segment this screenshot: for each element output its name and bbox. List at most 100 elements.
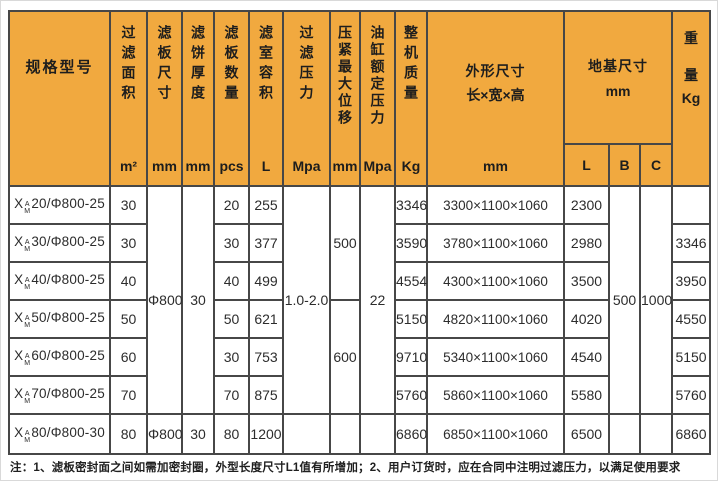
plate-count-label: 滤板数量 xyxy=(223,25,240,105)
footnote: 注：1、滤板密封面之间如需加密封圈，外型长度尺寸L1值有所增加；2、用户订货时，… xyxy=(10,462,681,474)
col-header-filter-pressure: 过滤压力 Mpa xyxy=(282,10,331,187)
cell-foundation-b-merged: 500 xyxy=(608,185,641,415)
filter-pressure-label: 过滤压力 xyxy=(298,25,315,105)
cell-area: 80 xyxy=(109,413,148,455)
chamber-volume-unit: L xyxy=(261,158,271,174)
weight-label-char1: 重 xyxy=(684,30,699,46)
weight-label-char2: 量 xyxy=(684,67,699,83)
cell-plate-size-last: Φ800 xyxy=(146,413,183,455)
cell-dims: 3780×1100×1060 xyxy=(426,223,565,263)
cell-dims: 4300×1100×1060 xyxy=(426,261,565,301)
weight-unit: Kg xyxy=(681,90,701,106)
cell-area: 60 xyxy=(109,337,148,377)
col-header-overall-dims: 外形尺寸 长×宽×高 mm xyxy=(426,10,565,187)
cell-plates: 20 xyxy=(213,185,250,225)
cell-mass: 3590 xyxy=(394,223,428,263)
cell-weight xyxy=(671,185,712,225)
overall-dims-label-line2: 长×宽×高 xyxy=(466,87,525,103)
cell-plates: 40 xyxy=(213,261,250,301)
cell-dims: 6850×1100×1060 xyxy=(426,413,565,455)
cake-thickness-unit: mm xyxy=(185,158,211,174)
cell-volume: 875 xyxy=(248,375,284,415)
max-displacement-unit: mm xyxy=(332,158,358,174)
model-text: 20/Φ800-25 xyxy=(31,195,105,211)
cell-volume: 753 xyxy=(248,337,284,377)
cell-plates: 50 xyxy=(213,299,250,339)
plate-size-unit: mm xyxy=(152,158,177,174)
cell-weight: 3346 xyxy=(671,223,712,263)
cell-volume: 621 xyxy=(248,299,284,339)
model-text: 50/Φ800-25 xyxy=(31,309,105,325)
foundation-sub-b: B xyxy=(608,143,641,187)
col-header-foundation-dims: 地基尺寸 mm xyxy=(562,10,674,145)
cell-foundation-c-merged: 1000 xyxy=(638,185,674,415)
foundation-dims-label: 地基尺寸 xyxy=(588,58,649,74)
cell-plates: 30 xyxy=(213,223,250,263)
max-displacement-label: 压紧最大位移 xyxy=(337,25,353,127)
cell-model: X A M 50/Φ800-25 xyxy=(8,299,111,339)
cell-filter-pressure-merged: 1.0-2.0 xyxy=(282,185,331,415)
cell-foundation-l: 3500 xyxy=(563,261,610,301)
col-header-filter-area: 过滤面积 m² xyxy=(109,10,148,187)
cell-foundation-l: 4020 xyxy=(563,299,610,339)
cell-weight: 5760 xyxy=(671,375,712,415)
col-header-chamber-volume: 滤室容积 L xyxy=(248,10,284,187)
cell-area: 70 xyxy=(109,375,148,415)
col-header-weight: 重 量 Kg xyxy=(671,10,712,187)
cell-weight: 5150 xyxy=(671,337,712,377)
cell-volume: 377 xyxy=(248,223,284,263)
cylinder-pressure-unit: Mpa xyxy=(363,158,392,174)
col-header-cake-thickness: 滤饼厚度 mm xyxy=(181,10,215,187)
cell-cylinder-pressure-merged: 22 xyxy=(359,185,396,415)
cell-mass: 5150 xyxy=(394,299,428,339)
cell-plates: 80 xyxy=(213,413,250,455)
cell-volume: 499 xyxy=(248,261,284,301)
foundation-sub-c: C xyxy=(638,143,674,187)
cell-mass: 6860 xyxy=(394,413,428,455)
cell-weight: 3950 xyxy=(671,261,712,301)
filter-pressure-unit: Mpa xyxy=(292,158,321,174)
cell-foundation-l: 2980 xyxy=(563,223,610,263)
filter-area-label: 过滤面积 xyxy=(120,25,137,105)
cell-mass: 4554 xyxy=(394,261,428,301)
model-text: 70/Φ800-25 xyxy=(31,385,105,401)
machine-mass-label: 整机质量 xyxy=(403,25,419,105)
cell-weight: 6860 xyxy=(671,413,712,455)
cell-mass: 3346 xyxy=(394,185,428,225)
col-header-machine-mass: 整机质量 Kg xyxy=(394,10,428,187)
cell-weight: 4550 xyxy=(671,299,712,339)
col-header-max-displacement: 压紧最大位移 mm xyxy=(329,10,361,187)
cylinder-pressure-label: 油缸额定压力 xyxy=(369,25,386,127)
cell-foundation-c-empty xyxy=(638,413,674,455)
cell-cake-thickness-last: 30 xyxy=(181,413,215,455)
model-text: 60/Φ800-25 xyxy=(31,347,105,363)
cell-area: 30 xyxy=(109,223,148,263)
cell-foundation-l: 6500 xyxy=(563,413,610,455)
col-header-cylinder-pressure: 油缸额定压力 Mpa xyxy=(359,10,396,187)
cell-foundation-b-empty xyxy=(608,413,641,455)
model-text: 30/Φ800-25 xyxy=(31,233,105,249)
chamber-volume-label: 滤室容积 xyxy=(258,25,274,105)
filter-press-spec-table: 规格型号 过滤面积 m² 滤板尺寸 mm 滤饼厚度 mm 滤板数量 pcs 滤室… xyxy=(8,10,712,455)
overall-dims-unit: mm xyxy=(483,158,508,174)
col-header-plate-count: 滤板数量 pcs xyxy=(213,10,250,187)
cell-filter-pressure-empty xyxy=(282,413,331,455)
cell-model: X A M 70/Φ800-25 xyxy=(8,375,111,415)
cell-model: X A M 40/Φ800-25 xyxy=(8,261,111,301)
cell-plates: 70 xyxy=(213,375,250,415)
foundation-sub-l: L xyxy=(563,143,610,187)
foundation-dims-unit: mm xyxy=(605,83,631,99)
cell-volume: 255 xyxy=(248,185,284,225)
cell-area: 40 xyxy=(109,261,148,301)
col-header-model: 规格型号 xyxy=(8,10,111,187)
model-text: 80/Φ800-30 xyxy=(31,424,105,440)
cell-model: X A M 60/Φ800-25 xyxy=(8,337,111,377)
cell-foundation-l: 5580 xyxy=(563,375,610,415)
